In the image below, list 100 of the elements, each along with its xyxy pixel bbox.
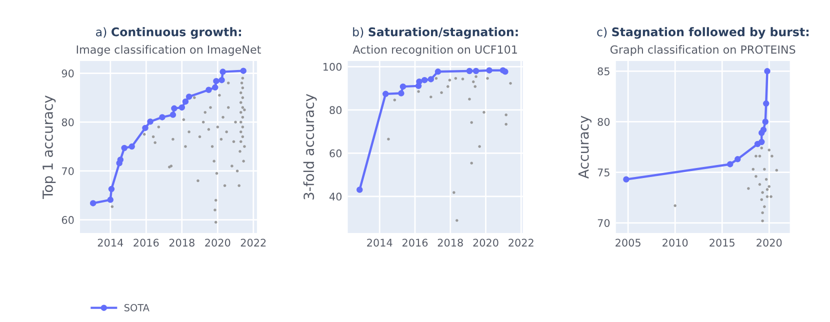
y-tick-label: 85 xyxy=(598,67,610,76)
point xyxy=(188,130,190,134)
point xyxy=(212,84,218,91)
point xyxy=(761,219,764,222)
point xyxy=(128,143,135,150)
point xyxy=(382,90,389,98)
chart-subtitle: Image classification on ImageNet xyxy=(76,45,261,56)
point xyxy=(775,168,778,172)
point xyxy=(239,101,242,104)
y-tick-label: 60 xyxy=(330,149,342,158)
point xyxy=(416,78,422,85)
point xyxy=(214,220,218,224)
point xyxy=(468,98,471,101)
x-tick-label: 2018 xyxy=(169,238,194,247)
point xyxy=(734,156,741,162)
point xyxy=(241,116,244,119)
point xyxy=(754,174,758,178)
point xyxy=(454,76,458,80)
point xyxy=(470,162,473,165)
point xyxy=(142,124,148,132)
point xyxy=(474,75,478,78)
point xyxy=(196,179,200,182)
point xyxy=(226,82,230,84)
point xyxy=(147,118,154,125)
point xyxy=(230,164,234,168)
point xyxy=(218,94,221,97)
point xyxy=(90,200,96,206)
y-tick-label: 100 xyxy=(323,62,342,71)
point xyxy=(456,219,458,222)
point xyxy=(466,68,473,74)
point xyxy=(768,185,771,188)
point xyxy=(236,170,239,172)
y-tick-label: 70 xyxy=(62,167,74,176)
point xyxy=(178,104,186,111)
point xyxy=(763,100,770,107)
point xyxy=(212,160,216,163)
point xyxy=(764,68,770,74)
point xyxy=(243,145,246,148)
point xyxy=(761,211,764,214)
point xyxy=(216,126,220,128)
point xyxy=(121,144,128,152)
chart-subtitle: Graph classification on PROTEINS xyxy=(610,45,796,56)
point xyxy=(760,146,764,150)
point xyxy=(430,96,432,98)
point xyxy=(241,96,244,100)
point xyxy=(461,78,464,80)
point xyxy=(172,138,174,141)
point xyxy=(766,195,769,198)
point xyxy=(154,141,156,144)
chart-title: c) Stagnation followed by burst: xyxy=(597,27,809,39)
point xyxy=(182,98,189,105)
point xyxy=(218,76,225,84)
point xyxy=(763,205,766,208)
point xyxy=(238,150,242,153)
point xyxy=(472,68,480,74)
point xyxy=(220,138,223,141)
point xyxy=(726,161,734,168)
x-tick-label: 2016 xyxy=(134,238,159,247)
point xyxy=(193,96,196,100)
point xyxy=(241,86,244,90)
point xyxy=(214,208,216,212)
point xyxy=(226,106,230,109)
point xyxy=(241,106,244,109)
point xyxy=(222,116,224,119)
point xyxy=(213,78,220,84)
point xyxy=(393,98,396,102)
point xyxy=(766,188,769,191)
point xyxy=(214,198,218,202)
point xyxy=(207,128,210,131)
x-tick-label: 2022 xyxy=(508,238,534,247)
legend-label: SOTA xyxy=(124,304,150,312)
y-tick-label: 70 xyxy=(598,219,610,227)
point xyxy=(504,122,508,126)
point xyxy=(142,132,146,136)
chart-title: b) Saturation/stagnation: xyxy=(353,27,518,39)
point xyxy=(478,145,481,148)
point xyxy=(762,118,769,125)
point xyxy=(387,138,390,141)
point xyxy=(240,68,247,74)
point xyxy=(760,198,764,202)
point xyxy=(398,90,404,96)
chart-subtitle: Action recognition on UCF101 xyxy=(352,45,517,56)
point xyxy=(504,114,508,116)
point xyxy=(446,85,450,88)
point xyxy=(210,145,214,148)
point xyxy=(206,86,212,93)
point xyxy=(184,145,187,148)
x-tick-label: 2020 xyxy=(473,238,498,247)
x-tick-label: 2014 xyxy=(98,238,124,247)
point xyxy=(239,140,242,144)
point xyxy=(434,76,438,80)
point xyxy=(470,121,473,124)
point xyxy=(452,191,456,194)
point xyxy=(220,68,226,75)
y-tick-label: 40 xyxy=(329,192,342,201)
point xyxy=(486,76,489,80)
point xyxy=(241,76,244,80)
x-tick-label: 2015 xyxy=(710,238,734,247)
point xyxy=(215,172,218,175)
point xyxy=(760,126,767,133)
